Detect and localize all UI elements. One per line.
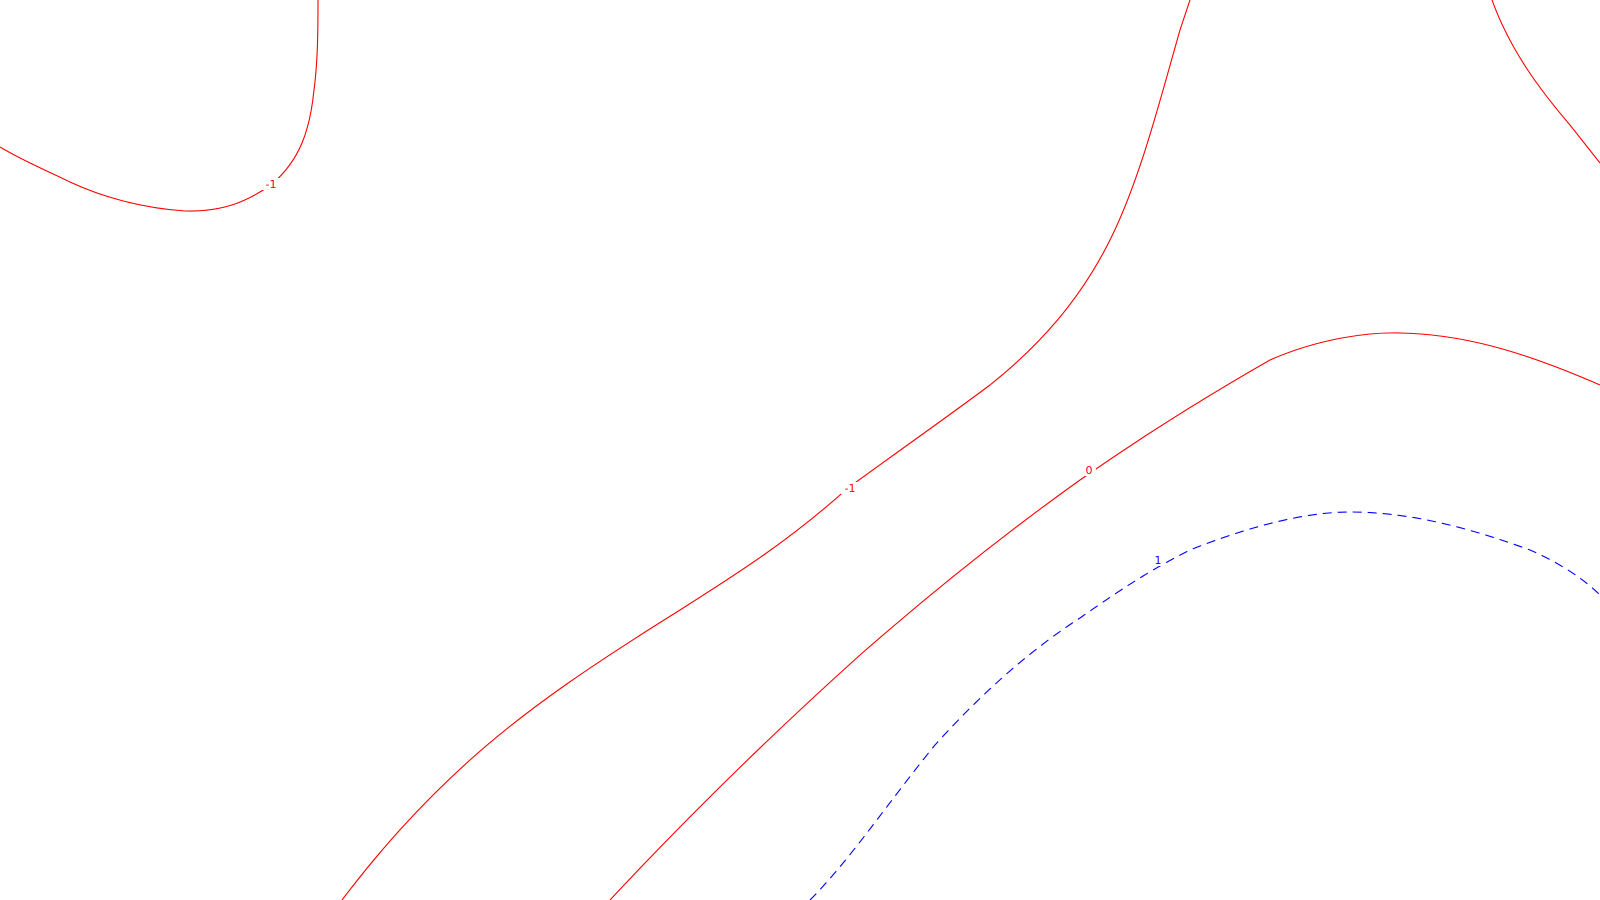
contour-line-0 bbox=[609, 332, 1600, 900]
contour-label-text: -1 bbox=[266, 178, 277, 191]
contour-label-neg1-upper-left: -1 bbox=[262, 178, 280, 191]
contour-line-neg1-upper-left bbox=[0, 0, 319, 212]
contour-label-text: 1 bbox=[1155, 554, 1162, 567]
contour-label-neg1-central: -1 bbox=[841, 482, 859, 495]
contour-line-1 bbox=[809, 511, 1600, 900]
contour-label-0: 0 bbox=[1082, 464, 1096, 477]
contour-label-text: 0 bbox=[1086, 464, 1093, 477]
contour-line-neg1-central bbox=[341, 0, 1191, 900]
contour-label-1: 1 bbox=[1152, 554, 1164, 567]
contour-line-0-upper-right bbox=[1491, 0, 1600, 164]
contour-label-text: -1 bbox=[845, 482, 856, 495]
